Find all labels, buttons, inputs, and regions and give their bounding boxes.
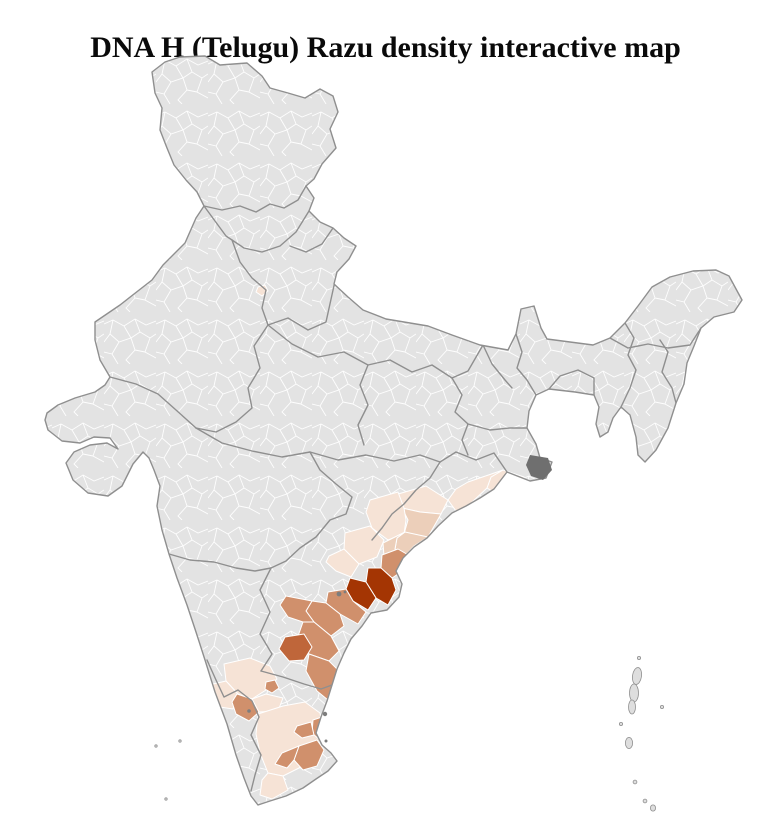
india-outline: [44, 55, 743, 806]
lakshadweep-islands[interactable]: [154, 739, 182, 801]
district-shaded[interactable]: [293, 721, 315, 739]
urban-district-specks: [247, 590, 347, 743]
andaman-nicobar-islands[interactable]: [619, 656, 665, 812]
sundarbans-delta: [526, 455, 552, 480]
district-shaded[interactable]: [278, 633, 313, 662]
district-shaded[interactable]: [325, 548, 360, 578]
district-shaded[interactable]: [274, 745, 300, 769]
district-shaded[interactable]: [251, 693, 284, 713]
district-shaded[interactable]: [279, 595, 315, 623]
district-mesh-overlay: [45, 56, 742, 805]
district-shaded[interactable]: [259, 772, 289, 800]
state-borders: [109, 185, 702, 792]
district-shaded[interactable]: [264, 679, 280, 694]
